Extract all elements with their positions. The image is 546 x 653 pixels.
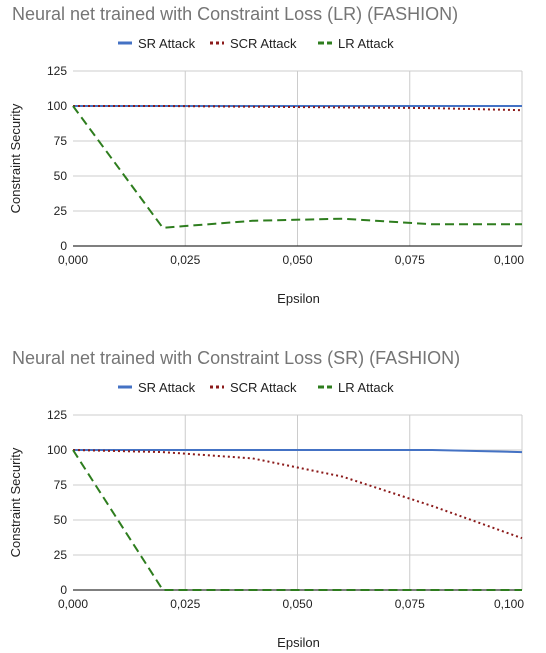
gridlines bbox=[73, 414, 523, 590]
y-tick-label: 75 bbox=[54, 478, 68, 492]
y-tick-label: 125 bbox=[47, 64, 67, 78]
x-tick-label: 0,075 bbox=[395, 253, 425, 267]
x-tick-label: 0,075 bbox=[395, 597, 425, 611]
y-tick-label: 100 bbox=[47, 443, 67, 457]
x-tick-label: 0,000 bbox=[58, 597, 88, 611]
legend-item: SCR Attack bbox=[210, 380, 297, 395]
chart-title: Neural net trained with Constraint Loss … bbox=[12, 4, 458, 24]
x-tick-label: 0,025 bbox=[170, 597, 200, 611]
y-tick-label: 0 bbox=[60, 239, 67, 253]
legend-label: SCR Attack bbox=[230, 36, 297, 51]
y-tick-label: 50 bbox=[54, 513, 68, 527]
x-tick-label: 0,025 bbox=[170, 253, 200, 267]
chart-1: Neural net trained with Constraint Loss … bbox=[8, 4, 524, 306]
series-line-lr-attack bbox=[72, 105, 522, 229]
x-axis-label: Epsilon bbox=[277, 291, 320, 306]
legend-label: SCR Attack bbox=[230, 380, 297, 395]
legend: SR Attack SCR Attack LR Attack bbox=[118, 36, 394, 51]
series-line-scr-attack bbox=[72, 449, 523, 540]
x-tick-label: 0,100 bbox=[494, 597, 524, 611]
legend-item: LR Attack bbox=[318, 380, 394, 395]
series-line-sr-attack bbox=[73, 449, 523, 454]
y-tick-label: 75 bbox=[54, 134, 68, 148]
y-tick-label: 100 bbox=[47, 99, 67, 113]
x-tick-label: 0,000 bbox=[58, 253, 88, 267]
y-tick-label: 0 bbox=[60, 583, 67, 597]
legend-item: LR Attack bbox=[318, 36, 394, 51]
y-tick-label: 25 bbox=[54, 204, 68, 218]
legend: SR Attack SCR Attack LR Attack bbox=[118, 380, 394, 395]
chart-2: Neural net trained with Constraint Loss … bbox=[8, 348, 524, 650]
x-tick-label: 0,100 bbox=[494, 253, 524, 267]
x-tick-label: 0,050 bbox=[282, 253, 312, 267]
chart-title: Neural net trained with Constraint Loss … bbox=[12, 348, 460, 368]
legend-label: SR Attack bbox=[138, 380, 196, 395]
y-tick-label: 25 bbox=[54, 548, 68, 562]
y-tick-label: 125 bbox=[47, 408, 67, 422]
legend-item: SCR Attack bbox=[210, 36, 297, 51]
legend-item: SR Attack bbox=[118, 380, 196, 395]
x-tick-label: 0,050 bbox=[282, 597, 312, 611]
legend-label: LR Attack bbox=[338, 380, 394, 395]
y-axis-label: Constraint Security bbox=[8, 103, 23, 213]
y-axis-label: Constraint Security bbox=[8, 447, 23, 557]
legend-label: LR Attack bbox=[338, 36, 394, 51]
x-axis-label: Epsilon bbox=[277, 635, 320, 650]
y-tick-label: 50 bbox=[54, 169, 68, 183]
series-line-lr-attack bbox=[72, 449, 522, 591]
legend-item: SR Attack bbox=[118, 36, 196, 51]
legend-label: SR Attack bbox=[138, 36, 196, 51]
